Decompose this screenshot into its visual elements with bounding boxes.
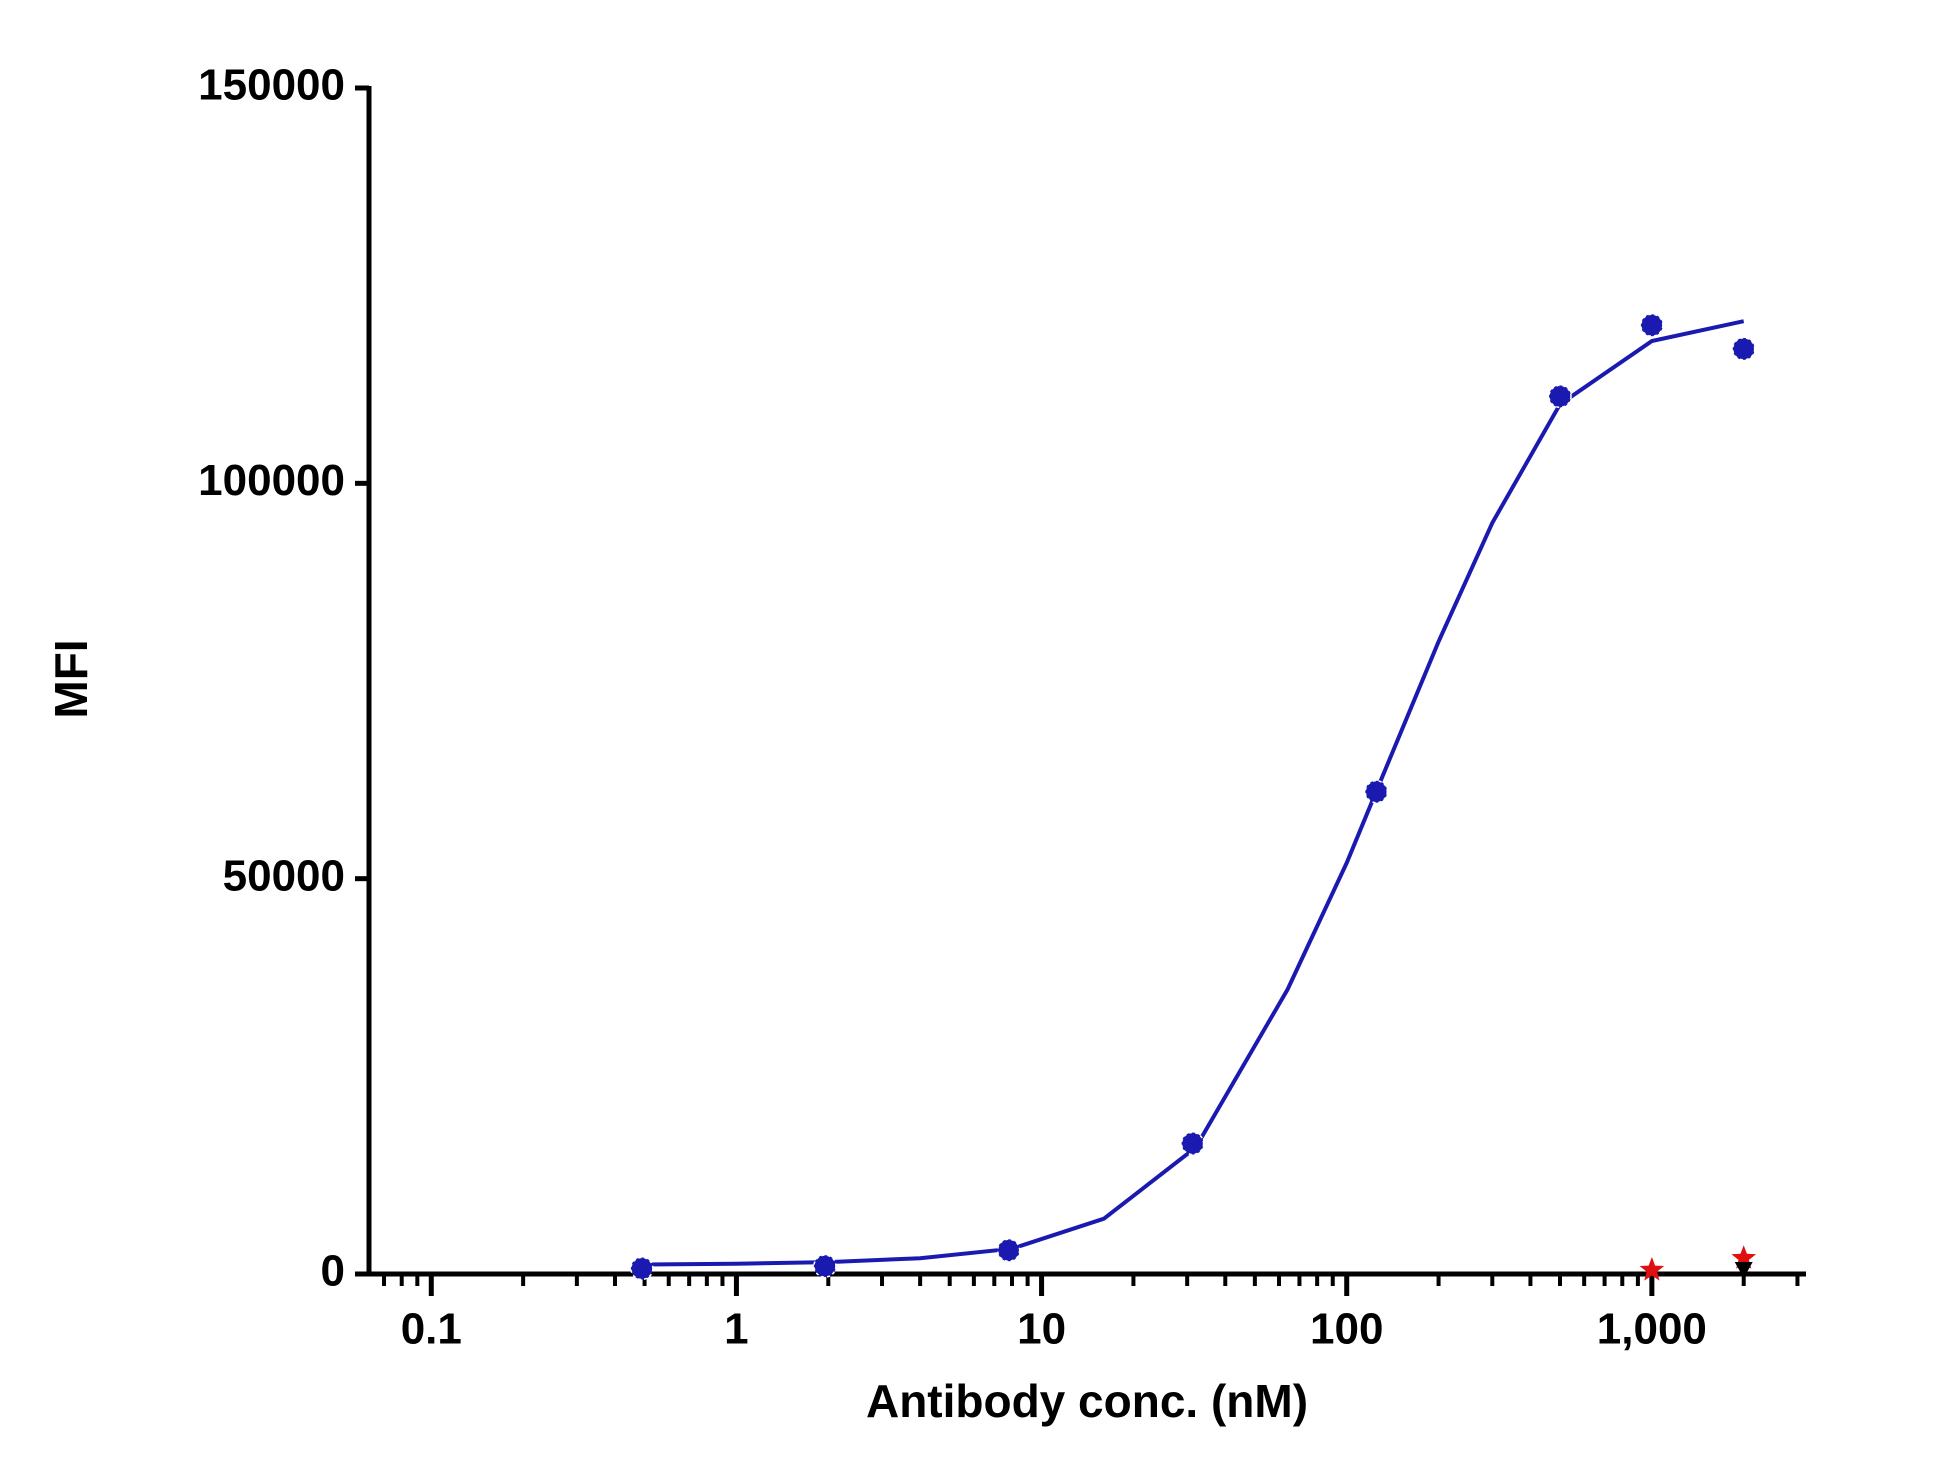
y-tick-label: 150000 — [198, 61, 345, 110]
point-marker — [1180, 1131, 1205, 1156]
triangle-marker — [1734, 1262, 1753, 1279]
point-marker — [1548, 384, 1572, 409]
y-tick-label: 0 — [321, 1247, 345, 1296]
star-marker — [1639, 1257, 1665, 1281]
point-marker — [996, 1238, 1021, 1263]
point-marker — [630, 1256, 654, 1281]
x-tick-label: 1 — [724, 1305, 748, 1354]
point-marker — [813, 1254, 837, 1278]
point-marker — [1364, 779, 1389, 804]
x-tick-label: 1,000 — [1597, 1305, 1707, 1354]
x-tick-label: 100 — [1310, 1305, 1383, 1354]
y-tick-label: 50000 — [223, 851, 345, 900]
y-tick-label: 100000 — [198, 456, 345, 505]
point-marker — [1731, 337, 1756, 361]
x-tick-label: 0.1 — [401, 1305, 462, 1354]
x-axis-title: Antibody conc. (nM) — [866, 1375, 1308, 1427]
star-marker — [1731, 1245, 1757, 1269]
x-tick-label: 10 — [1017, 1305, 1066, 1354]
fit-curve — [644, 319, 1745, 1267]
point-marker — [1640, 313, 1664, 337]
y-axis-title: MFI — [45, 639, 97, 718]
